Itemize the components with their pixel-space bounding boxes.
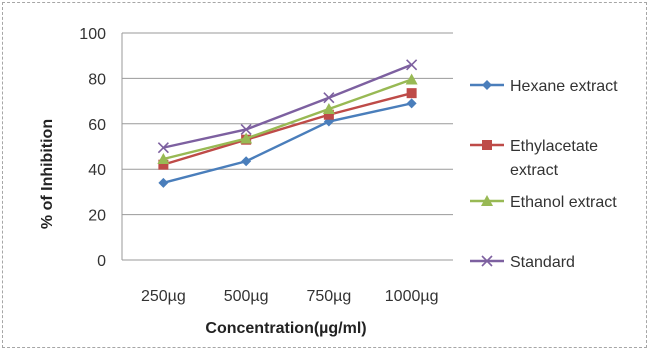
legend-label: Hexane extract xyxy=(510,78,618,95)
data-point xyxy=(406,88,417,99)
data-point xyxy=(240,123,252,136)
x-axis-title: Concentration(µg/ml) xyxy=(205,320,366,337)
y-tick-label: 80 xyxy=(88,71,106,88)
data-point xyxy=(241,156,252,167)
legend-marker xyxy=(482,80,492,90)
legend-marker xyxy=(481,255,493,267)
y-tick-label: 60 xyxy=(88,117,106,134)
legend-item: Standard xyxy=(470,254,575,271)
y-tick-label: 0 xyxy=(97,253,106,270)
series-standard xyxy=(157,59,418,154)
x-tick-label: 500µg xyxy=(224,288,269,305)
series-line xyxy=(163,78,413,161)
data-point xyxy=(240,132,253,144)
data-point xyxy=(323,109,334,120)
data-point xyxy=(323,92,335,104)
data-point xyxy=(406,98,417,109)
data-point xyxy=(158,177,169,188)
data-point xyxy=(157,152,170,164)
data-point xyxy=(158,159,169,170)
y-tick-label: 100 xyxy=(79,26,106,43)
y-tick-label: 40 xyxy=(88,162,106,179)
y-axis-title: % of Inhibition xyxy=(39,119,56,229)
legend-label: Standard xyxy=(510,254,575,271)
series-ethanol-extract xyxy=(157,73,418,164)
data-point xyxy=(405,73,418,85)
y-tick-labels: 0 20 40 60 80 100 xyxy=(79,26,106,270)
x-tick-label: 750µg xyxy=(306,288,351,305)
y-tick-label: 20 xyxy=(88,208,106,225)
legend-item: Ethanol extract xyxy=(470,194,617,211)
data-point xyxy=(157,142,169,154)
series-line xyxy=(163,91,412,166)
legend-item: Ethylacetate extract xyxy=(470,138,598,179)
x-tick-label: 1000µg xyxy=(385,288,439,305)
legend-marker xyxy=(481,195,493,206)
legend: Hexane extract Ethylacetate extract Ethanol… xyxy=(470,78,618,271)
series-lines xyxy=(157,59,418,188)
data-point xyxy=(322,103,335,115)
legend-label: Ethanol extract xyxy=(510,194,617,211)
gridlines xyxy=(121,32,453,261)
series-line xyxy=(163,63,413,149)
legend-marker xyxy=(482,140,492,150)
series-ethylacetate-extract xyxy=(158,88,417,170)
x-tick-labels: 250µg 500µg 750µg 1000µg xyxy=(141,288,439,305)
data-point xyxy=(406,59,418,71)
series-hexane-extract xyxy=(158,98,417,188)
series-line xyxy=(163,102,412,184)
legend-item: Hexane extract xyxy=(470,78,618,95)
chart-frame xyxy=(2,2,647,348)
legend-label: Ethylacetate extract xyxy=(510,138,598,179)
x-tick-label: 250µg xyxy=(141,288,186,305)
